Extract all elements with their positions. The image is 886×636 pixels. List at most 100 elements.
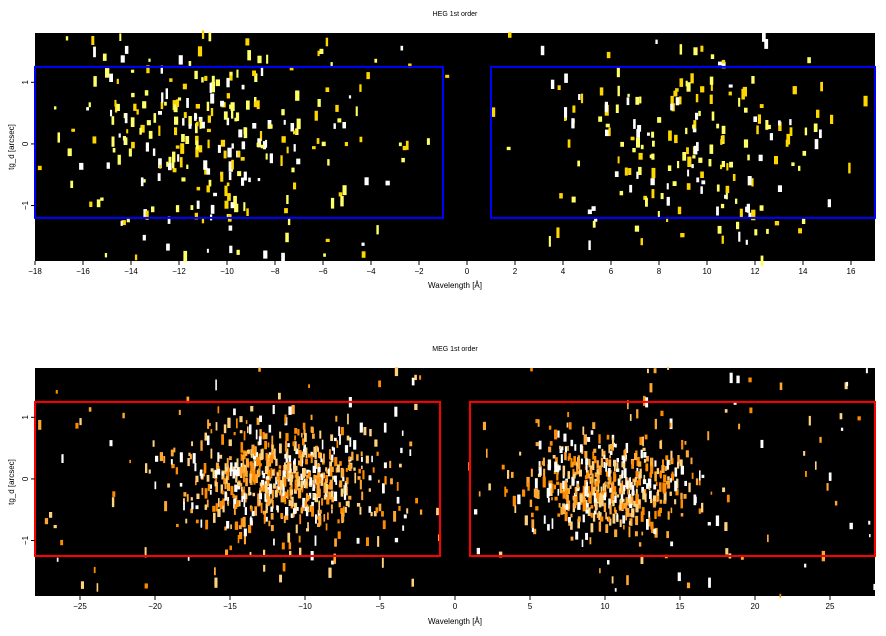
meg-plot-background: [35, 368, 875, 596]
event-pixel: [236, 249, 240, 255]
event-pixel: [587, 486, 590, 494]
event-pixel: [188, 116, 192, 126]
event-pixel: [634, 477, 637, 482]
event-pixel: [348, 456, 351, 460]
event-pixel: [359, 422, 363, 433]
event-pixel: [153, 113, 157, 123]
meg-x-ticks: −25 −20 −15 −10 −5 0 5 10 15 20 25: [73, 596, 835, 611]
event-pixel: [285, 433, 289, 441]
event-pixel: [229, 466, 232, 477]
event-pixel: [726, 494, 730, 503]
event-pixel: [306, 474, 309, 479]
event-pixel: [680, 465, 684, 475]
event-pixel: [645, 463, 649, 472]
event-pixel: [328, 491, 332, 500]
event-pixel: [279, 492, 282, 496]
x-tick-label: −25: [73, 602, 87, 611]
event-pixel: [315, 445, 319, 452]
event-pixel: [506, 146, 511, 151]
event-pixel: [659, 471, 662, 477]
event-pixel: [642, 479, 647, 485]
event-pixel: [631, 460, 634, 469]
event-pixel: [595, 489, 600, 498]
event-pixel: [627, 93, 630, 97]
event-pixel: [570, 513, 573, 518]
event-pixel: [409, 441, 413, 447]
event-pixel: [291, 496, 294, 507]
event-pixel: [666, 196, 670, 206]
event-pixel: [693, 145, 698, 155]
event-pixel: [629, 482, 632, 488]
event-pixel: [199, 119, 202, 129]
x-tick-label: −20: [148, 602, 162, 611]
meg-y-ticks: −101: [21, 415, 35, 545]
event-pixel: [312, 487, 316, 491]
event-pixel: [226, 182, 230, 187]
event-pixel: [105, 68, 110, 78]
event-pixel: [562, 508, 567, 513]
event-pixel: [680, 233, 685, 238]
event-pixel: [281, 542, 285, 550]
event-pixel: [368, 475, 372, 480]
event-pixel: [593, 510, 597, 515]
event-pixel: [257, 468, 261, 476]
event-pixel: [668, 130, 672, 141]
event-pixel: [316, 475, 318, 485]
event-pixel: [172, 161, 175, 169]
event-pixel: [729, 161, 733, 168]
event-pixel: [401, 430, 404, 436]
event-pixel: [146, 120, 151, 126]
event-pixel: [317, 477, 320, 483]
event-pixel: [690, 457, 693, 465]
event-pixel: [163, 456, 166, 464]
event-pixel: [338, 192, 343, 197]
event-pixel: [195, 147, 199, 158]
event-pixel: [318, 509, 322, 514]
event-pixel: [249, 424, 252, 435]
event-pixel: [148, 58, 151, 62]
event-pixel: [736, 221, 740, 230]
event-pixel: [679, 78, 684, 87]
event-pixel: [476, 547, 480, 555]
event-pixel: [802, 150, 807, 156]
event-pixel: [636, 409, 639, 419]
event-pixel: [577, 462, 581, 470]
event-pixel: [647, 132, 650, 136]
event-pixel: [207, 484, 210, 492]
event-pixel: [559, 482, 563, 494]
event-pixel: [190, 508, 193, 514]
event-pixel: [612, 499, 615, 507]
event-pixel: [290, 123, 295, 132]
event-pixel: [231, 109, 234, 119]
event-pixel: [646, 519, 649, 530]
event-pixel: [700, 171, 704, 178]
event-pixel: [302, 468, 306, 479]
event-pixel: [297, 429, 300, 436]
event-pixel: [568, 517, 571, 523]
event-pixel: [186, 494, 189, 502]
event-pixel: [79, 162, 84, 170]
event-pixel: [606, 484, 610, 489]
event-pixel: [200, 473, 204, 479]
event-pixel: [243, 498, 246, 508]
event-pixel: [390, 478, 393, 485]
event-pixel: [219, 501, 222, 510]
event-pixel: [312, 146, 316, 150]
event-pixel: [187, 458, 190, 467]
heg-region-2: [490, 65, 876, 219]
event-pixel: [211, 75, 215, 85]
event-pixel: [228, 225, 233, 231]
event-pixel: [748, 212, 752, 219]
event-pixel: [575, 531, 579, 540]
event-pixel: [281, 476, 286, 487]
event-pixel: [659, 440, 662, 449]
event-pixel: [538, 440, 542, 450]
event-pixel: [601, 448, 604, 457]
event-pixel: [155, 455, 159, 462]
event-pixel: [593, 493, 597, 504]
event-pixel: [230, 485, 234, 496]
event-pixel: [293, 130, 297, 135]
event-pixel: [721, 59, 726, 64]
event-pixel: [170, 459, 173, 465]
event-pixel: [168, 156, 172, 164]
